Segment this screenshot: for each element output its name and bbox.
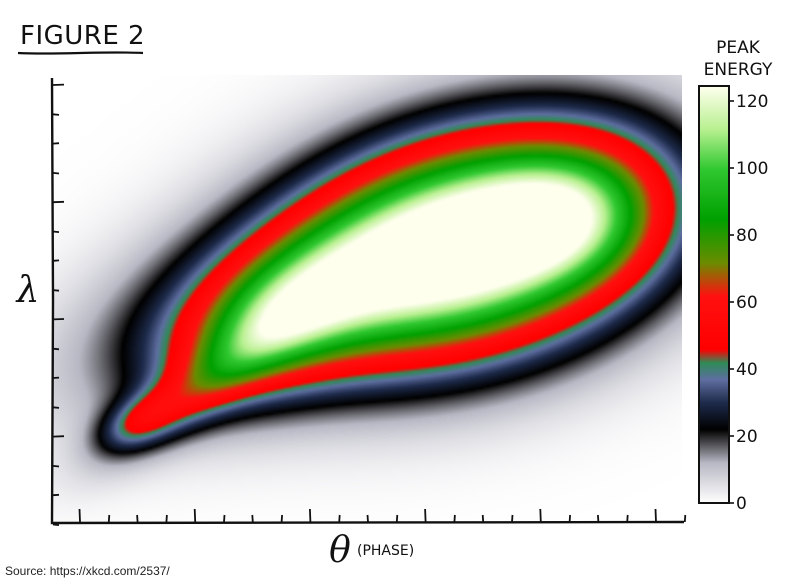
heatmap-image bbox=[52, 75, 682, 523]
colorbar-title-line-2: ENERGY bbox=[704, 60, 773, 80]
y-tick bbox=[52, 347, 60, 351]
axes-lines bbox=[50, 77, 685, 525]
chart-title: FIGURE 2 bbox=[20, 21, 145, 51]
x-tick bbox=[424, 508, 427, 523]
x-axis-label-note: (PHASE) bbox=[357, 543, 414, 559]
x-tick bbox=[511, 514, 514, 523]
x-axis-label: θ bbox=[329, 530, 351, 571]
x-tick bbox=[626, 514, 629, 523]
colorbar-tick-label: 100 bbox=[736, 159, 768, 179]
colorbar-tick-label: 60 bbox=[736, 293, 758, 313]
colorbar-tick-label: 0 bbox=[736, 494, 747, 514]
colorbar-tick-label: 120 bbox=[736, 92, 768, 112]
x-tick bbox=[395, 514, 399, 523]
y-tick bbox=[52, 289, 60, 292]
colorbar-ticks: 120 100 80 60 40 20 0 bbox=[729, 92, 768, 514]
colorbar-tick-label: 80 bbox=[736, 226, 758, 246]
x-tick bbox=[568, 514, 571, 523]
y-tick bbox=[52, 406, 60, 409]
x-tick bbox=[223, 514, 226, 523]
source-note: Source: https://xkcd.com/2537/ bbox=[5, 564, 170, 578]
colorbar bbox=[698, 85, 730, 504]
x-tick bbox=[683, 514, 687, 523]
x-tick bbox=[481, 514, 485, 523]
x-tick bbox=[539, 508, 542, 523]
y-axis-ticks bbox=[52, 83, 65, 526]
x-tick bbox=[107, 514, 111, 523]
x-tick bbox=[136, 514, 139, 523]
x-tick bbox=[654, 508, 657, 523]
y-tick bbox=[52, 465, 60, 468]
y-tick bbox=[52, 172, 60, 175]
x-tick bbox=[338, 514, 341, 523]
y-axis-label: λ bbox=[15, 270, 40, 311]
x-tick bbox=[366, 514, 369, 523]
x-tick bbox=[165, 514, 168, 523]
y-tick bbox=[52, 523, 60, 526]
colorbar-tick-label: 20 bbox=[736, 427, 758, 447]
y-tick bbox=[52, 230, 60, 233]
x-axis-ticks bbox=[78, 508, 687, 523]
x-tick bbox=[309, 508, 312, 523]
x-tick bbox=[193, 508, 197, 523]
x-tick bbox=[453, 514, 456, 523]
y-tick bbox=[52, 113, 60, 116]
x-tick bbox=[597, 514, 600, 523]
x-tick bbox=[251, 514, 254, 523]
x-tick bbox=[280, 514, 283, 523]
title-underline bbox=[17, 51, 144, 55]
colorbar-title-line-1: PEAK bbox=[716, 38, 761, 58]
colorbar-tick-label: 40 bbox=[736, 360, 758, 380]
x-tick bbox=[78, 508, 81, 523]
